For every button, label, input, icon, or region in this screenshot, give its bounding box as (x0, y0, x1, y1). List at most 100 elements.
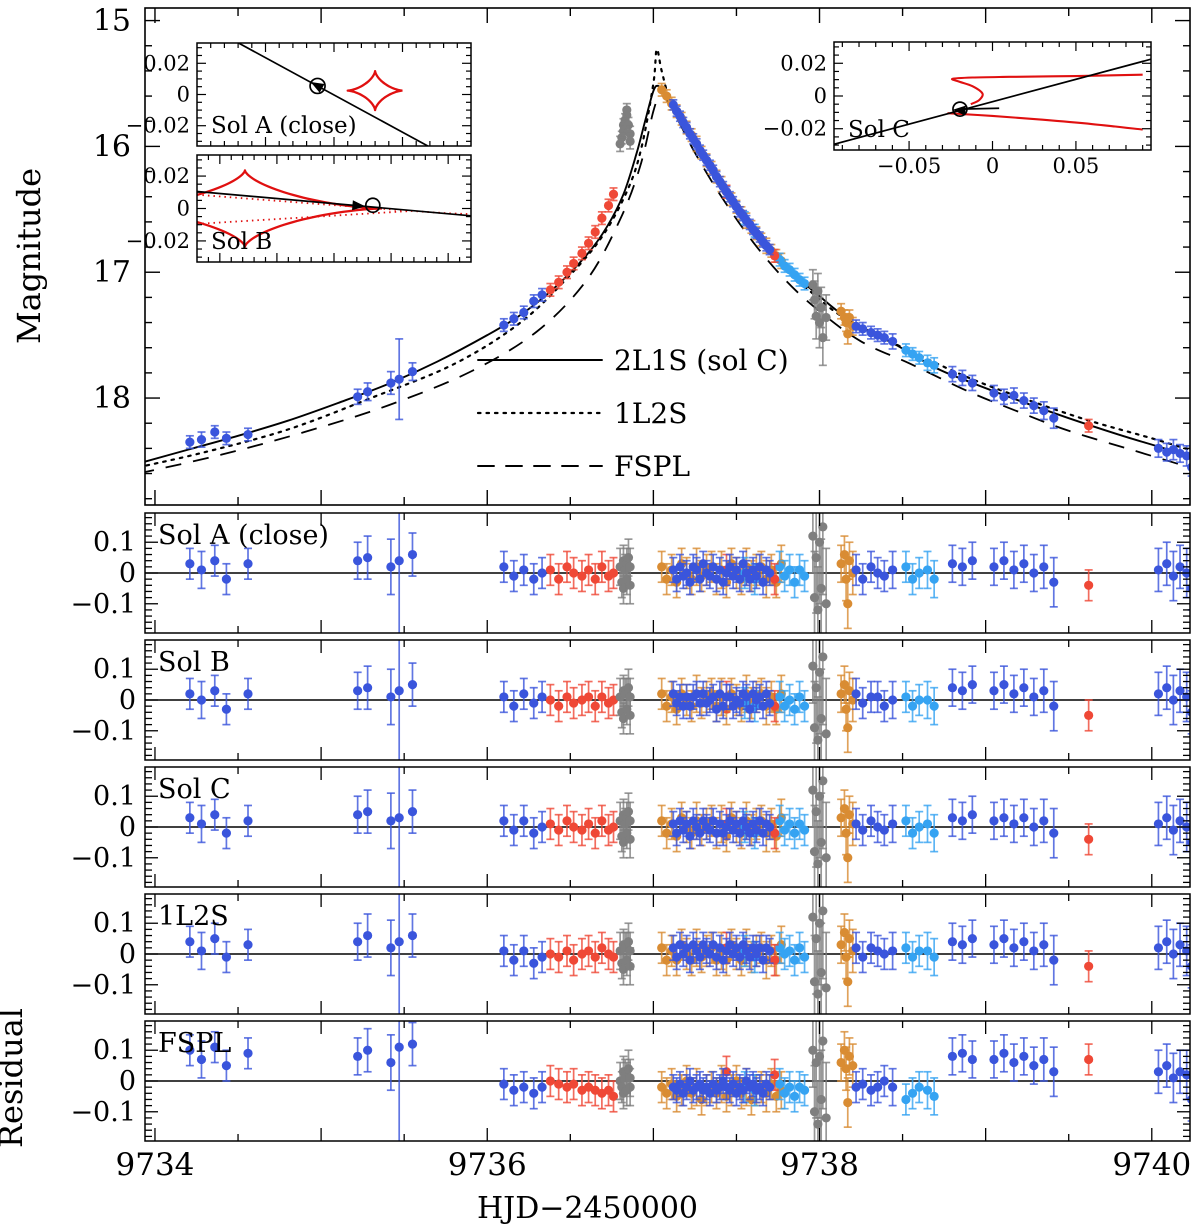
caustic-curve (950, 73, 1143, 106)
panel-label: 1L2S (158, 901, 229, 932)
y-tick-label: −0.1 (70, 1097, 136, 1128)
inset-y-tick-label: 0 (177, 83, 190, 107)
residual-panel-title: 1L2S (158, 901, 229, 932)
residual-dataset-blue (185, 640, 1190, 760)
residual-panel-3: 0.10−0.1 1L2S (70, 893, 1191, 1015)
inset-sol-a: 0.02 0 −0.02 Sol A (close) (126, 42, 472, 147)
inset-content (834, 58, 1151, 146)
x-tick-label: 9736 (448, 1147, 527, 1183)
inset-y-tick-label: 0.02 (143, 164, 190, 188)
dataset-red (545, 184, 1094, 433)
residual-panel-4: 0.10−0.1 FSPL (70, 1020, 1191, 1142)
y-tick-label: 0 (119, 685, 136, 716)
y-tick-label: −0.1 (70, 589, 136, 620)
inset-y-tick-label: −0.02 (763, 117, 827, 141)
inset-y-tick-label: 0.02 (143, 51, 190, 75)
source-trajectory (238, 43, 429, 146)
source-trajectory (197, 190, 471, 217)
inset-tick-labels: 0.02 0 −0.02 (126, 164, 190, 253)
residual-panel-content (145, 767, 1190, 887)
source-trajectory (834, 58, 1151, 146)
main-panel: 2L1S (sol C) 1L2S FSPL 15 16 17 18 Magnitude (10, 4, 1191, 506)
residual-panel-content (145, 640, 1190, 760)
main-data-points (185, 82, 1190, 477)
inset-tick-labels: 0.02 0 −0.02 (126, 51, 190, 137)
y-tick-label: 0 (119, 1066, 136, 1097)
svg-text:Magnitude: Magnitude (10, 168, 48, 344)
y-tick-label: −0.1 (70, 716, 136, 747)
y-tick-label: 0.1 (93, 527, 136, 558)
inset-x-tick-label: 0 (986, 154, 999, 178)
inset-y-tick-label: −0.02 (126, 114, 190, 138)
x-tick-label: 9734 (116, 1147, 195, 1183)
inset-x-tick-label: −0.05 (877, 154, 941, 178)
source-circle (952, 101, 968, 117)
source-circle (364, 197, 381, 214)
residual-panel-content (145, 513, 1190, 633)
x-axis: 9734 9736 9738 9740 (116, 1147, 1192, 1183)
caustic-curve-dotted (197, 193, 471, 216)
inset-content (197, 169, 471, 248)
inset-y-tick-label: 0 (177, 197, 190, 221)
residual-dataset-lightblue (740, 550, 939, 599)
inset-title: Sol A (close) (211, 113, 357, 139)
residual-frame (144, 512, 1191, 634)
caustic-curve (197, 169, 382, 248)
y-tick-label: 0 (119, 558, 136, 589)
residual-panel-1: 0.10−0.1 Sol B (70, 639, 1191, 761)
inset-x-tick-label: 0.05 (1053, 154, 1100, 178)
residual-y-tick-labels: 0.10−0.1 (70, 654, 136, 747)
main-y-tick-labels: 15 16 17 18 (93, 4, 131, 416)
main-frame (144, 7, 1191, 506)
source-circle (309, 77, 326, 95)
caustic-curve (947, 112, 1143, 131)
dataset-gray (615, 102, 831, 367)
residual-panel-title: FSPL (158, 1028, 231, 1059)
residual-y-tick-labels: 0.10−0.1 (70, 908, 136, 1001)
legend: 2L1S (sol C) 1L2S FSPL (476, 344, 789, 483)
residual-dataset-blue (185, 513, 1190, 633)
residual-dataset-gray (615, 640, 831, 760)
inset-label: Sol A (close) (211, 113, 357, 139)
y-tick-label: −0.1 (70, 970, 136, 1001)
dataset-blue (185, 99, 1190, 477)
panel-label: FSPL (158, 1028, 231, 1059)
legend-entry-2l1s-sol-c-: 2L1S (sol C) (477, 344, 789, 377)
inset-y-tick-label: −0.02 (126, 229, 190, 253)
residual-y-tick-labels: 0.10−0.1 (70, 1035, 136, 1128)
inset-tick-labels: 0.02 0 −0.02 −0.05 0 0.05 (763, 51, 1100, 178)
residual-panel-0: 0.10−0.1 Sol A (close) (70, 512, 1191, 634)
y-tick-label: 18 (93, 381, 131, 416)
y-tick-label: −0.1 (70, 843, 136, 874)
x-axis-label: HJD−2450000 (477, 1191, 698, 1226)
residual-panel-content (145, 1021, 1190, 1141)
residual-y-tick-labels: 0.10−0.1 (70, 527, 136, 620)
residual-dataset-red (545, 1043, 1094, 1113)
inset-frame (196, 154, 472, 263)
y-axis-label-residual: Residual (0, 1008, 30, 1148)
residual-dataset-blue (185, 894, 1190, 1014)
residual-dataset-gray (615, 1021, 831, 1141)
residual-frame (144, 893, 1191, 1015)
y-tick-label: 0.1 (93, 908, 136, 939)
residual-y-tick-labels: 0.10−0.1 (70, 781, 136, 874)
residual-frame (144, 639, 1191, 761)
inset-frame (196, 42, 472, 147)
residual-frame (144, 1020, 1191, 1142)
y-tick-label: 0 (119, 812, 136, 843)
svg-text:HJD−2450000: HJD−2450000 (477, 1191, 698, 1226)
y-axis-label-magnitude: Magnitude (10, 168, 48, 344)
dataset-lightblue (740, 210, 939, 374)
residual-dataset-red (545, 931, 1094, 983)
y-tick-label: 16 (93, 129, 131, 164)
y-tick-label: 0.1 (93, 781, 136, 812)
inset-frame (833, 41, 1152, 151)
y-tick-label: 0.1 (93, 654, 136, 685)
legend-label: 1L2S (614, 397, 687, 430)
y-tick-label: 15 (93, 4, 131, 39)
panel-label: Sol C (158, 774, 231, 805)
legend-entry-fspl: FSPL (477, 450, 690, 483)
residual-panel-title: Sol A (close) (158, 520, 329, 551)
x-tick-label: 9740 (1112, 1147, 1191, 1183)
